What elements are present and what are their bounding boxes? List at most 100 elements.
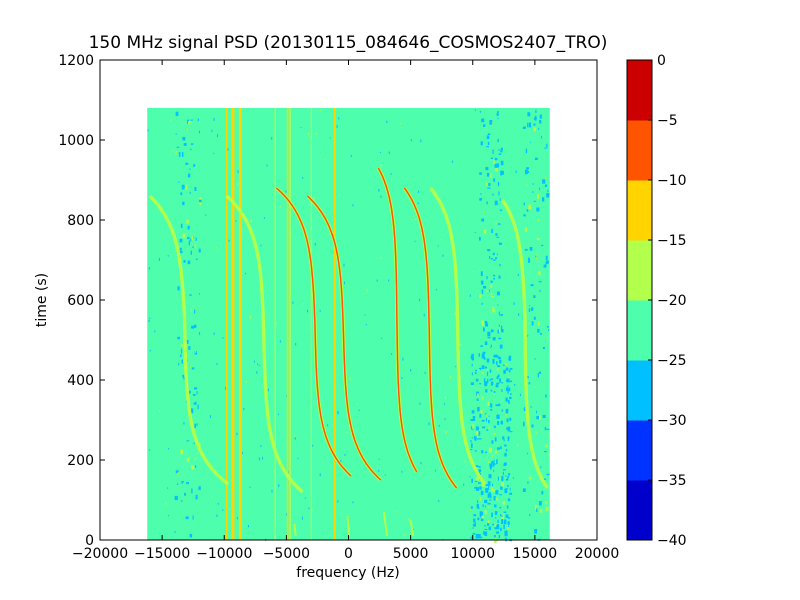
noise-cell <box>216 363 218 366</box>
noise-cell <box>479 497 482 501</box>
noise-cell <box>478 236 481 241</box>
noise-cell <box>488 415 490 418</box>
noise-cell <box>543 478 547 480</box>
noise-cell <box>498 148 500 151</box>
noise-cell <box>494 354 498 358</box>
noise-cell <box>477 431 481 436</box>
noise-cell <box>213 118 215 121</box>
noise-cell <box>488 183 491 186</box>
noise-cell <box>473 514 477 517</box>
noise-cell <box>211 496 213 498</box>
noise-cell <box>539 509 543 513</box>
noise-cell <box>188 240 190 246</box>
colorbar-segment <box>627 480 652 541</box>
noise-cell <box>436 288 438 291</box>
noise-cell <box>545 261 547 267</box>
noise-cell <box>546 428 550 431</box>
noise-cell <box>478 469 482 473</box>
noise-cell <box>498 223 501 226</box>
noise-cell <box>344 453 346 456</box>
noise-cell <box>170 119 172 122</box>
noise-cell <box>311 509 313 512</box>
noise-cell <box>277 413 279 416</box>
noise-cell <box>180 354 182 358</box>
noise-cell <box>190 148 192 150</box>
noise-cell <box>489 499 492 501</box>
noise-cell <box>225 386 227 390</box>
noise-cell <box>320 109 322 111</box>
noise-cell <box>179 247 182 251</box>
noise-cell <box>526 209 529 212</box>
noise-cell <box>471 357 475 361</box>
noise-cell <box>501 475 504 481</box>
noise-cell <box>473 518 476 523</box>
noise-cell <box>487 141 490 146</box>
colorbar-segment <box>627 420 652 481</box>
noise-cell <box>542 346 545 349</box>
noise-cell <box>517 273 519 277</box>
noise-cell <box>475 465 479 468</box>
noise-cell <box>493 178 496 182</box>
noise-cell <box>487 133 491 136</box>
noise-cell <box>209 415 211 419</box>
noise-cell <box>490 157 493 159</box>
noise-cell <box>496 459 498 465</box>
noise-cell <box>496 361 498 365</box>
noise-cell <box>279 340 281 343</box>
noise-cell <box>490 284 493 288</box>
noise-cell <box>449 375 451 379</box>
noise-cell <box>502 364 505 366</box>
noise-cell <box>496 376 499 380</box>
noise-cell <box>183 377 185 380</box>
noise-cell <box>481 289 484 294</box>
noise-cell <box>498 311 500 316</box>
noise-cell <box>176 146 180 148</box>
noise-cell <box>479 471 481 475</box>
noise-cell <box>337 500 339 503</box>
noise-cell <box>484 366 488 369</box>
noise-cell <box>495 404 499 407</box>
noise-cell <box>437 245 439 247</box>
noise-cell <box>530 141 532 143</box>
noise-cell <box>193 402 197 405</box>
noise-cell <box>494 535 496 538</box>
noise-cell <box>188 390 191 394</box>
noise-cell <box>498 535 501 538</box>
noise-cell <box>402 357 404 361</box>
noise-cell <box>491 440 494 444</box>
noise-cell <box>194 423 197 429</box>
noise-cell <box>500 170 503 176</box>
noise-cell <box>476 398 479 401</box>
noise-cell <box>492 252 495 256</box>
noise-cell <box>189 533 193 538</box>
noise-cell <box>544 444 548 448</box>
noise-cell <box>257 363 259 365</box>
noise-cell <box>476 435 478 438</box>
noise-cell <box>485 414 487 419</box>
noise-cell <box>420 139 422 143</box>
noise-cell <box>472 271 474 273</box>
noise-cell <box>194 458 196 461</box>
noise-cell <box>192 515 194 520</box>
noise-cell <box>307 132 309 136</box>
noise-cell <box>195 307 197 310</box>
noise-cell <box>537 328 540 333</box>
noise-cell <box>471 437 473 439</box>
noise-cell <box>190 119 192 121</box>
noise-cell <box>484 320 488 324</box>
noise-cell <box>492 337 496 341</box>
colorbar-tick-label: −20 <box>657 293 687 309</box>
noise-cell <box>497 365 501 368</box>
noise-cell <box>483 378 486 382</box>
noise-cell <box>494 200 498 206</box>
noise-cell <box>546 193 550 198</box>
colorbar-tick-label: −35 <box>657 473 687 489</box>
noise-cell <box>178 363 180 366</box>
noise-cell <box>148 267 150 270</box>
noise-cell <box>486 145 489 148</box>
noise-cell <box>190 143 194 145</box>
noise-cell <box>176 483 179 485</box>
noise-cell <box>498 357 502 360</box>
noise-cell <box>527 122 529 128</box>
noise-cell <box>519 393 521 397</box>
